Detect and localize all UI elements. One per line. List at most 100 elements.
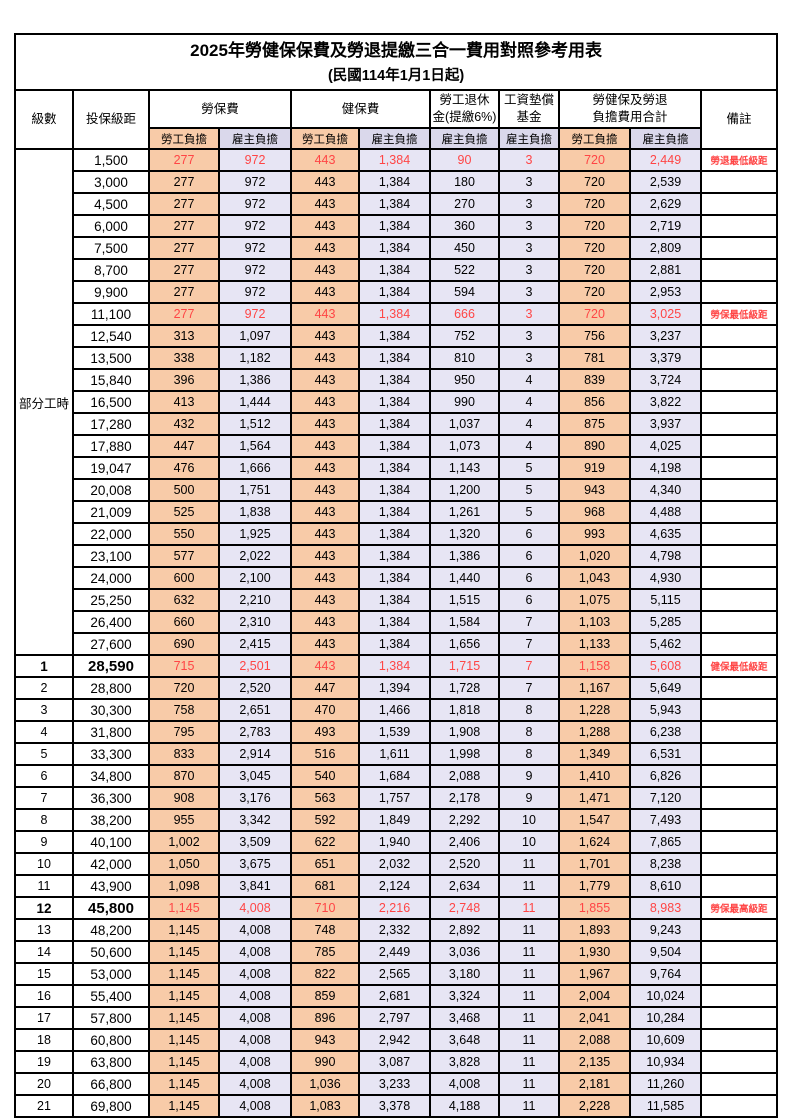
value-cell: 3,468 xyxy=(429,1006,500,1030)
subheader-pension-employer: 雇主負擔 xyxy=(429,127,500,150)
value-cell: 1,940 xyxy=(358,830,431,854)
bracket-cell: 22,000 xyxy=(72,522,150,546)
value-cell: 443 xyxy=(290,214,360,238)
level-cell: 18 xyxy=(14,1028,74,1052)
note-cell xyxy=(699,786,779,810)
value-cell: 277 xyxy=(148,214,220,238)
value-cell: 443 xyxy=(290,280,360,304)
value-cell: 1,075 xyxy=(558,588,631,612)
value-cell: 5 xyxy=(498,456,560,480)
header-row-sub: 勞工負擔 雇主負擔 勞工負擔 雇主負擔 雇主負擔 雇主負擔 勞工負擔 雇主負擔 xyxy=(15,127,777,150)
value-cell: 443 xyxy=(290,170,360,194)
table-row: 6,000 277 972 443 1,384 360 3 720 2,719 xyxy=(15,214,779,238)
value-cell: 9,764 xyxy=(629,962,702,986)
value-cell: 7 xyxy=(498,654,560,678)
value-cell: 3,087 xyxy=(358,1050,431,1074)
value-cell: 7 xyxy=(498,676,560,700)
value-cell: 11 xyxy=(498,1050,560,1074)
level-cell: 20 xyxy=(14,1072,74,1096)
value-cell: 1,779 xyxy=(558,874,631,898)
table-row: 23,100 577 2,022 443 1,384 1,386 6 1,020 4,798 xyxy=(15,544,779,568)
value-cell: 1,145 xyxy=(148,1094,220,1118)
note-cell xyxy=(699,610,779,634)
value-cell: 1,715 xyxy=(429,654,500,678)
table-row: 17,880 447 1,564 443 1,384 1,073 4 890 4,025 xyxy=(15,434,779,458)
bracket-cell: 55,400 xyxy=(72,984,150,1008)
value-cell: 1,098 xyxy=(148,874,220,898)
table-row: 1 28,590 715 2,501 443 1,384 1,715 7 1,158 5,608 健… xyxy=(14,654,779,678)
level-cell: 11 xyxy=(14,874,74,898)
bracket-cell: 30,300 xyxy=(72,698,150,722)
value-cell: 2,942 xyxy=(358,1028,431,1052)
header-health-insurance: 健保費 xyxy=(290,89,431,129)
note-cell xyxy=(699,588,779,612)
note-cell xyxy=(699,1072,779,1096)
value-cell: 11 xyxy=(498,918,560,942)
value-cell: 443 xyxy=(290,324,360,348)
value-cell: 2,292 xyxy=(429,808,500,832)
value-cell: 1,440 xyxy=(429,566,500,590)
value-cell: 859 xyxy=(290,984,360,1008)
value-cell: 2,449 xyxy=(629,148,702,172)
value-cell: 1,684 xyxy=(358,764,431,788)
value-cell: 2,809 xyxy=(629,236,702,260)
level-cell: 4 xyxy=(14,720,74,744)
table-row: 7,500 277 972 443 1,384 450 3 720 2,809 xyxy=(15,236,779,260)
value-cell: 4,008 xyxy=(218,962,292,986)
value-cell: 360 xyxy=(429,214,500,238)
note-cell xyxy=(699,852,779,876)
value-cell: 443 xyxy=(290,500,360,524)
value-cell: 1,158 xyxy=(558,654,631,678)
bracket-cell: 11,100 xyxy=(72,302,150,326)
value-cell: 90 xyxy=(429,148,500,172)
value-cell: 443 xyxy=(290,302,360,326)
value-cell: 2,310 xyxy=(218,610,292,634)
value-cell: 4,008 xyxy=(429,1072,500,1096)
value-cell: 9,504 xyxy=(629,940,702,964)
note-cell xyxy=(699,500,779,524)
value-cell: 500 xyxy=(148,478,220,502)
note-cell xyxy=(699,1006,779,1030)
table-row: 21 69,800 1,145 4,008 1,083 3,378 4,188 11 2,228… xyxy=(14,1094,779,1118)
value-cell: 5,285 xyxy=(629,610,702,634)
value-cell: 2,022 xyxy=(218,544,292,568)
value-cell: 856 xyxy=(558,390,631,414)
value-cell: 1,998 xyxy=(429,742,500,766)
level-cell: 2 xyxy=(14,676,74,700)
value-cell: 943 xyxy=(558,478,631,502)
value-cell: 1,145 xyxy=(148,918,220,942)
header-row-groups: 級數 投保級距 勞保費 健保費 勞工退休 金(提繳6%) 工資墊償 基金 勞健保… xyxy=(14,89,779,150)
note-cell: 勞保最高級距 xyxy=(699,896,779,920)
value-cell: 1,145 xyxy=(148,896,220,920)
value-cell: 3,841 xyxy=(218,874,292,898)
value-cell: 443 xyxy=(290,456,360,480)
table-row: 17,280 432 1,512 443 1,384 1,037 4 875 3,937 xyxy=(15,412,779,436)
value-cell: 1,656 xyxy=(429,632,500,656)
value-cell: 3,648 xyxy=(429,1028,500,1052)
bracket-cell: 17,280 xyxy=(72,412,150,436)
value-cell: 1,818 xyxy=(429,698,500,722)
value-cell: 972 xyxy=(218,192,292,216)
value-cell: 8 xyxy=(498,720,560,744)
value-cell: 443 xyxy=(290,346,360,370)
bracket-cell: 8,700 xyxy=(72,258,150,282)
value-cell: 3 xyxy=(498,346,560,370)
value-cell: 1,050 xyxy=(148,852,220,876)
value-cell: 10 xyxy=(498,830,560,854)
level-cell: 19 xyxy=(14,1050,74,1074)
value-cell: 450 xyxy=(429,236,500,260)
value-cell: 443 xyxy=(290,368,360,392)
value-cell: 443 xyxy=(290,236,360,260)
value-cell: 720 xyxy=(558,192,631,216)
value-cell: 577 xyxy=(148,544,220,568)
value-cell: 1,539 xyxy=(358,720,431,744)
value-cell: 1,228 xyxy=(558,698,631,722)
value-cell: 277 xyxy=(148,192,220,216)
value-cell: 11 xyxy=(498,852,560,876)
value-cell: 2,216 xyxy=(358,896,431,920)
value-cell: 2,332 xyxy=(358,918,431,942)
value-cell: 810 xyxy=(429,346,500,370)
value-cell: 785 xyxy=(290,940,360,964)
value-cell: 2,004 xyxy=(558,984,631,1008)
value-cell: 2,719 xyxy=(629,214,702,238)
